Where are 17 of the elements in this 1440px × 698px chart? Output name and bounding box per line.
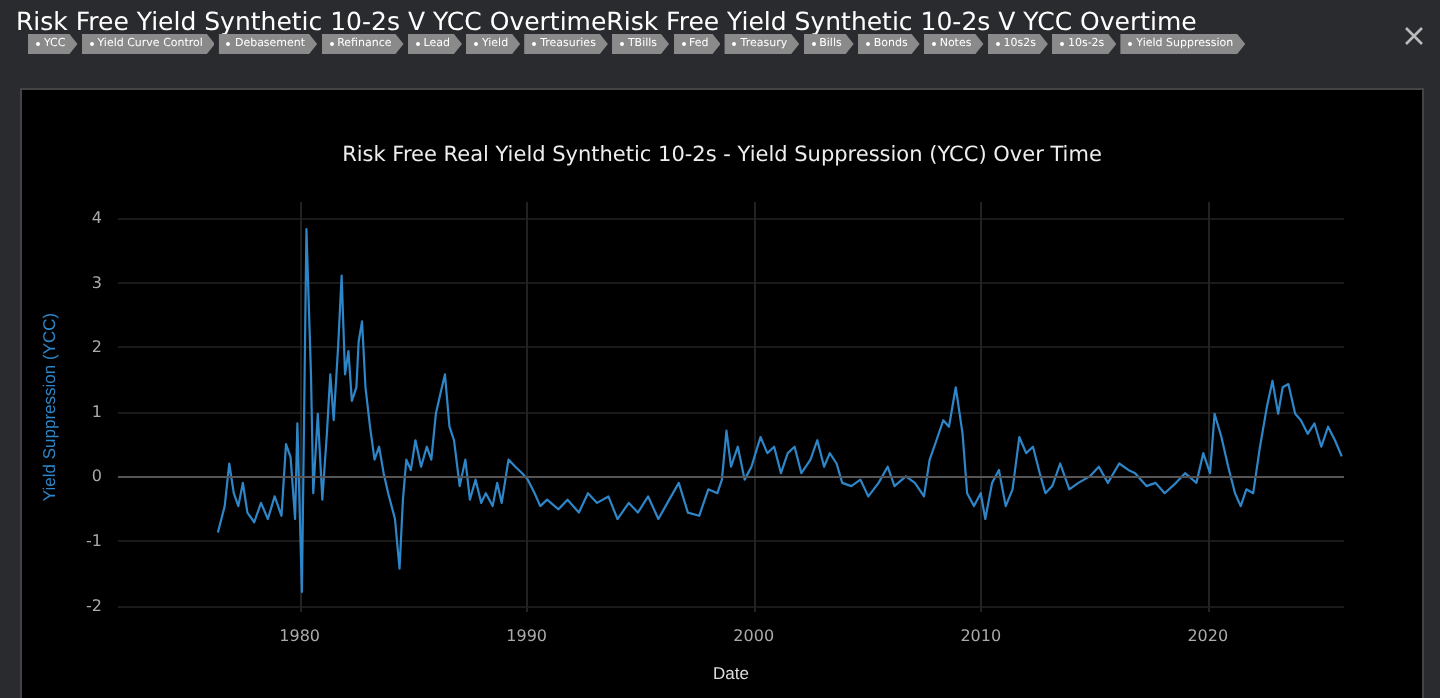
x-tick-label: 2000	[733, 627, 775, 645]
y-tick-label: -2	[86, 596, 102, 615]
y-tick-label: 2	[91, 338, 102, 357]
x-tick-label: 2020	[1187, 627, 1229, 645]
x-tick-label: 1980	[279, 627, 320, 645]
y-tick-label: 0	[91, 467, 102, 486]
y-axis-title: Yield Suppression (YCC)	[39, 312, 59, 502]
x-tick-label: 1990	[506, 627, 548, 645]
y-tick-label: -1	[86, 531, 102, 550]
text: Risk Free Yield Synthetic 10-2s V YCC OvertimeRisk Free Yield Synthetic 10-2s V YCC Overtime	[16, 6, 1197, 36]
line-series	[216, 228, 1343, 594]
x-tick-label: 2010	[960, 627, 1002, 645]
y-tick-label: 3	[91, 273, 102, 292]
chart-title: Risk Free Real Yield Synthetic 10-2s - Yield Suppression (YCC) Over Time	[342, 143, 1102, 167]
y-tick-label: 1	[91, 402, 102, 421]
x-axis-title: Date	[713, 663, 750, 683]
y-tick-label: 4	[91, 209, 102, 228]
